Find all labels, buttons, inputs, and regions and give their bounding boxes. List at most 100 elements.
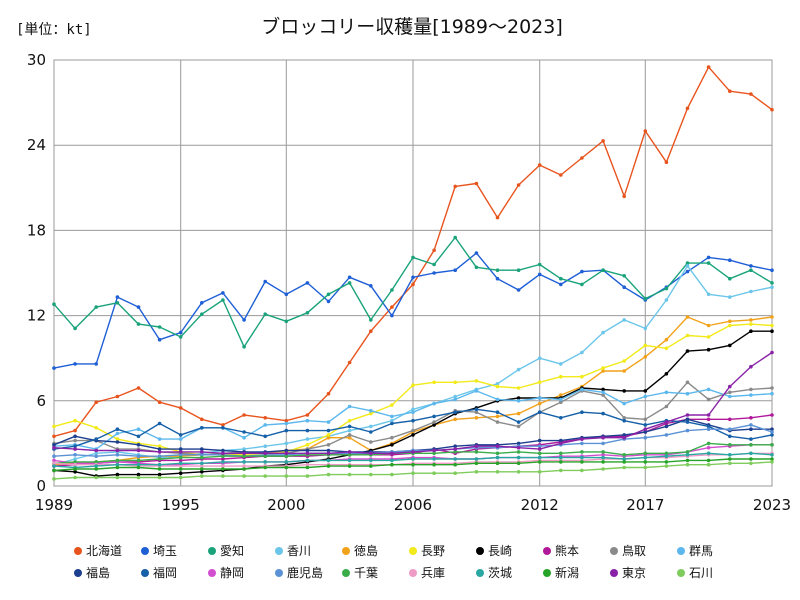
data-point [601,139,605,143]
data-point [178,464,183,468]
data-point [178,437,183,441]
data-point [73,434,77,439]
data-point [685,428,690,433]
legend-marker [677,547,685,555]
data-point [178,335,183,339]
data-point [115,465,120,470]
data-point [516,386,521,390]
data-point [516,183,521,187]
data-point [643,451,648,456]
data-point [136,465,141,470]
data-point [474,410,479,415]
data-point [94,454,98,459]
data-point [178,471,183,476]
data-point [52,477,56,481]
data-point [73,467,77,471]
data-point [115,458,120,463]
data-point [411,282,415,287]
data-point [94,467,98,471]
data-point [643,296,648,301]
data-point [537,455,542,460]
data-point [749,416,753,420]
data-point [453,447,458,451]
data-point [221,423,225,427]
data-point [200,450,204,454]
data-point [580,441,584,446]
data-point [643,455,648,460]
data-point [115,472,120,477]
x-tick-label: 2012 [521,496,559,514]
data-point [136,322,141,326]
data-point [242,447,246,451]
data-point [305,474,310,478]
data-point [706,445,711,450]
y-tick-label: 24 [27,136,46,154]
data-point [94,426,98,430]
data-point [685,462,690,467]
legend-marker [342,569,350,577]
data-point [537,460,542,464]
data-point [136,305,141,309]
data-point [347,433,352,437]
data-point [305,418,310,423]
legend-label: 兵庫 [421,566,445,580]
data-point [622,435,626,440]
data-point [622,285,626,290]
data-point [516,455,521,460]
data-point [157,475,162,480]
data-point [601,366,605,370]
data-point [516,268,521,273]
data-point [770,427,774,432]
data-point [369,408,373,413]
data-point [73,453,77,457]
data-point [157,437,162,441]
data-point [749,329,753,334]
legend-label: 熊本 [555,543,579,558]
data-point [52,468,56,473]
data-point [706,65,711,69]
data-point [749,461,753,466]
data-point [369,411,373,416]
data-point [157,447,162,451]
data-point [284,465,289,470]
data-point [432,423,436,427]
data-point [664,337,669,342]
data-point [411,462,415,467]
data-point [685,453,690,457]
data-point [411,450,415,454]
data-point [326,472,331,477]
data-point [200,464,204,468]
data-point [242,345,246,349]
data-point [495,455,500,460]
data-point [221,448,225,453]
data-point [685,420,690,424]
data-point [622,453,626,457]
data-point [453,397,458,402]
data-point [200,455,204,460]
data-point [749,364,753,369]
data-point [664,451,669,456]
data-point [242,318,246,322]
data-point [601,441,605,446]
data-point [347,418,352,423]
data-point [622,465,626,470]
data-point [749,393,753,397]
legend-marker [141,569,149,577]
legend-item: 新潟 [543,565,579,580]
legend-marker [208,569,216,577]
data-point [601,369,605,373]
data-point [728,390,732,395]
data-point [115,453,120,457]
data-point [495,444,500,449]
data-point [728,443,732,447]
data-point [52,458,56,463]
data-point [664,454,669,459]
legend-label: 群馬 [689,544,713,558]
legend-label: 鳥取 [622,543,646,558]
legend-marker [74,547,82,555]
data-point [178,330,183,335]
legend-item: 石川 [677,566,713,580]
data-point [284,460,289,464]
data-point [770,453,774,457]
data-point [432,248,436,253]
